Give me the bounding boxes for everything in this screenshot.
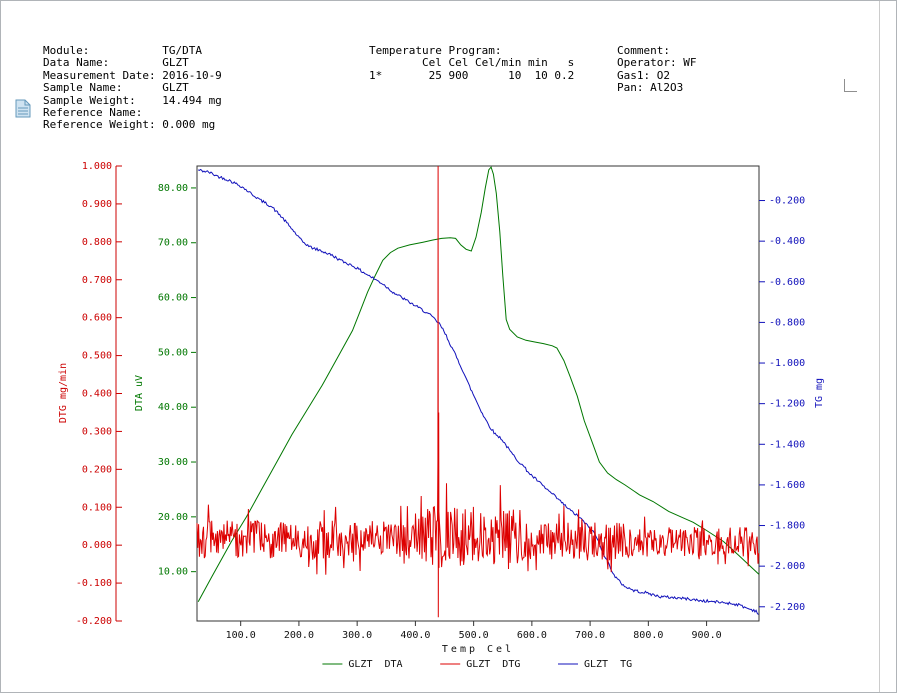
svg-text:TG mg: TG mg xyxy=(814,378,825,408)
svg-text:-0.100: -0.100 xyxy=(76,578,112,589)
svg-text:0.700: 0.700 xyxy=(82,275,112,286)
svg-text:0.200: 0.200 xyxy=(82,464,112,475)
svg-text:-1.400: -1.400 xyxy=(769,439,805,450)
svg-text:Temp Cel: Temp Cel xyxy=(442,644,514,655)
svg-text:DTA uV: DTA uV xyxy=(134,375,145,411)
svg-text:0.400: 0.400 xyxy=(82,389,112,400)
svg-text:GLZT DTG: GLZT DTG xyxy=(466,659,520,670)
sample-info-block: Module: TG/DTA Data Name: GLZT Measureme… xyxy=(43,44,222,132)
y-axis-dtg: 1.000 0.900 0.800 0.700 0.600 0.500 0.400 0.300… xyxy=(58,161,122,627)
svg-text:-1.200: -1.200 xyxy=(769,399,805,410)
info-line-reference-weight: Reference Weight: 0.000 mg xyxy=(43,118,216,132)
svg-text:GLZT DTA: GLZT DTA xyxy=(348,659,402,670)
info-line-module: Module: TG/DTA xyxy=(43,44,202,57)
plot-border xyxy=(196,165,760,622)
svg-text:0.000: 0.000 xyxy=(82,540,112,551)
svg-text:60.00: 60.00 xyxy=(158,293,188,304)
temperature-program-block: Temperature Program: Cel Cel Cel/min min… xyxy=(369,44,575,82)
gas-line: Gas1: O2 xyxy=(617,68,670,82)
info-line-measurement-date: Measurement Date: 2016-10-9 xyxy=(43,68,222,82)
chart-area: 1.000 0.900 0.800 0.700 0.600 0.500 0.400 0.300… xyxy=(56,156,856,691)
comment-block: Comment: Operator: WF Gas1: O2 Pan: Al2O… xyxy=(617,44,697,95)
info-line-sample-name: Sample Name: GLZT xyxy=(43,81,189,95)
info-line-data-name: Data Name: GLZT xyxy=(43,56,189,70)
legend-item: GLZT DTG xyxy=(440,659,520,670)
svg-text:DTG mg/min: DTG mg/min xyxy=(58,363,69,423)
series-glzt-dtg xyxy=(196,165,760,618)
svg-text:-1.800: -1.800 xyxy=(769,521,805,532)
series-glzt-dta xyxy=(197,166,760,603)
operator-line: Operator: WF xyxy=(617,56,697,70)
svg-text:1.000: 1.000 xyxy=(82,161,112,172)
chart-svg: 1.000 0.900 0.800 0.700 0.600 0.500 0.400 0.300… xyxy=(58,161,825,670)
x-axis: 100.0 200.0 300.0 400.0 500.0 600.0 700.0 800.0… xyxy=(226,621,722,655)
legend: GLZT DTA GLZT DTG GLZT TG xyxy=(322,659,632,670)
svg-text:50.00: 50.00 xyxy=(158,347,188,358)
svg-text:0.100: 0.100 xyxy=(82,502,112,513)
pane-divider xyxy=(879,1,880,692)
svg-text:0.500: 0.500 xyxy=(82,351,112,362)
svg-text:-1.000: -1.000 xyxy=(769,358,805,369)
svg-text:-1.600: -1.600 xyxy=(769,480,805,491)
y-axis-tg: -0.200 -0.400 -0.600 -0.800 -1.000 -1.200 -1.4… xyxy=(759,196,825,613)
svg-text:20.00: 20.00 xyxy=(158,512,188,523)
svg-text:-0.200: -0.200 xyxy=(76,616,112,627)
comment-line: Comment: xyxy=(617,44,670,57)
svg-text:300.0: 300.0 xyxy=(342,630,372,641)
legend-item: GLZT DTA xyxy=(322,659,403,670)
svg-text:200.0: 200.0 xyxy=(284,630,314,641)
info-line-sample-weight: Sample Weight: 14.494 mg xyxy=(43,93,222,107)
svg-text:-0.400: -0.400 xyxy=(769,236,805,247)
info-line-reference-name: Reference Name: xyxy=(43,105,143,119)
svg-text:-2.200: -2.200 xyxy=(769,602,805,613)
svg-text:80.00: 80.00 xyxy=(158,183,188,194)
svg-text:400.0: 400.0 xyxy=(400,630,430,641)
svg-text:-2.000: -2.000 xyxy=(769,561,805,572)
legend-item: GLZT TG xyxy=(558,659,632,670)
series-glzt-tg xyxy=(197,168,759,615)
program-step-row: 1* 25 900 10 10 0.2 xyxy=(369,68,575,82)
svg-text:900.0: 900.0 xyxy=(692,630,722,641)
svg-text:0.600: 0.600 xyxy=(82,313,112,324)
svg-text:600.0: 600.0 xyxy=(517,630,547,641)
svg-text:GLZT TG: GLZT TG xyxy=(584,659,632,670)
svg-text:800.0: 800.0 xyxy=(633,630,663,641)
svg-text:0.300: 0.300 xyxy=(82,426,112,437)
svg-text:-0.800: -0.800 xyxy=(769,317,805,328)
svg-text:-0.200: -0.200 xyxy=(769,196,805,207)
document-icon[interactable] xyxy=(15,99,31,118)
y-axis-dta: 80.00 70.00 60.00 50.00 40.00 30.00 20.00 10.00… xyxy=(134,183,196,578)
svg-text:0.800: 0.800 xyxy=(82,237,112,248)
svg-text:70.00: 70.00 xyxy=(158,238,188,249)
svg-text:-0.600: -0.600 xyxy=(769,277,805,288)
program-column-head: Cel Cel Cel/min min s xyxy=(369,56,575,70)
program-title: Temperature Program: xyxy=(369,44,502,57)
svg-text:10.00: 10.00 xyxy=(158,567,188,578)
svg-text:100.0: 100.0 xyxy=(226,630,256,641)
page-corner-mark xyxy=(844,79,857,92)
svg-text:0.900: 0.900 xyxy=(82,199,112,210)
svg-text:500.0: 500.0 xyxy=(459,630,489,641)
svg-text:700.0: 700.0 xyxy=(575,630,605,641)
svg-text:40.00: 40.00 xyxy=(158,402,188,413)
svg-text:30.00: 30.00 xyxy=(158,457,188,468)
pan-line: Pan: Al2O3 xyxy=(617,81,684,95)
